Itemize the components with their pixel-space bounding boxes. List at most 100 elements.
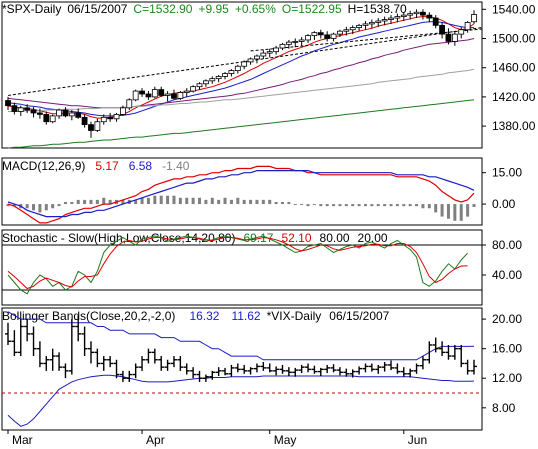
macd-histogram-bar — [402, 204, 406, 207]
candle-body — [120, 107, 126, 115]
macd-histogram-bar — [440, 204, 444, 217]
candle-body — [234, 65, 241, 72]
moving-average-line-1 — [7, 16, 475, 119]
macd-histogram-bar — [25, 204, 29, 209]
macd-histogram-bar — [472, 204, 476, 207]
price-ytick-label: 1500.00 — [492, 32, 536, 46]
macd-histogram-bar — [185, 197, 189, 205]
macd-histogram-bar — [319, 204, 323, 207]
macd-histogram-bar — [236, 197, 240, 205]
bollinger-ytick-label: 8.00 — [492, 401, 516, 415]
macd-histogram-bar — [338, 204, 342, 207]
macd-histogram-bar — [306, 204, 310, 207]
candle-body — [343, 29, 350, 32]
macd-histogram-bar — [351, 204, 355, 207]
x-axis-label: Apr — [146, 433, 165, 447]
candle-body — [56, 109, 62, 117]
macd-histogram-bar — [44, 204, 48, 211]
macd-histogram-bar — [293, 204, 297, 206]
macd-histogram-bar — [242, 199, 246, 205]
macd-histogram-bar — [395, 204, 399, 207]
macd-histogram-bar — [415, 204, 419, 207]
candle-body — [368, 22, 375, 25]
macd-histogram-bar — [140, 197, 144, 205]
candle-body — [311, 32, 318, 36]
candle-body — [126, 99, 133, 109]
candle-body — [375, 20, 382, 23]
candle-body — [426, 14, 433, 19]
price-ytick-label: 1460.00 — [492, 61, 536, 75]
candle-body — [209, 78, 216, 82]
candle-body — [94, 121, 101, 131]
candle-body — [458, 29, 465, 35]
candle-body — [171, 93, 177, 99]
candle-body — [49, 115, 56, 123]
bollinger-vix-panel: Bollinger Bands(Close,20,2,-2,0) 16.32 11.… — [1, 307, 483, 431]
candle-body — [317, 32, 324, 36]
macd-histogram-bar — [76, 199, 80, 205]
candle-body — [266, 51, 273, 54]
candle-body — [247, 58, 254, 63]
bollinger-ytick-label: 20.00 — [492, 312, 522, 326]
macd-histogram-bar — [363, 204, 367, 207]
candle-body — [260, 52, 267, 57]
trendline-2 — [250, 28, 483, 52]
candle-body — [81, 116, 88, 126]
stochastic-panel-frame — [1, 229, 483, 306]
candle-body — [254, 55, 260, 60]
candle-body — [24, 107, 31, 111]
candle-body — [381, 19, 388, 22]
macd-histogram-bar — [427, 204, 431, 209]
macd-histogram-bar — [51, 204, 55, 209]
candle-body — [330, 33, 337, 39]
candle-body — [349, 27, 356, 31]
candle-body — [241, 61, 248, 67]
moving-average-line-5 — [7, 99, 475, 149]
x-axis-label: Jun — [408, 433, 427, 447]
macd-histogram-bar — [344, 204, 348, 207]
macd-ytick-label: 0.00 — [492, 197, 516, 211]
candle-body — [400, 14, 407, 18]
macd-histogram-bar — [191, 197, 195, 205]
macd-histogram-bar — [446, 204, 450, 219]
macd-histogram-bar — [255, 199, 259, 205]
macd-histogram-bar — [166, 195, 170, 205]
candle-body — [445, 33, 452, 42]
price-panel-frame — [1, 1, 483, 149]
macd-histogram-bar — [459, 204, 463, 221]
candle-body — [132, 90, 139, 101]
candle-body — [151, 89, 158, 98]
macd-histogram-bar — [357, 204, 361, 207]
macd-histogram-bar — [453, 204, 457, 221]
price-panel: *SPX-Daily 06/15/2007 C=1532.90 +9.95 +0.65%… — [1, 1, 483, 149]
bollinger-ytick-label: 12.00 — [492, 371, 522, 385]
candle-body — [43, 114, 50, 123]
macd-histogram-bar — [280, 201, 284, 205]
x-axis-labels: Mar Apr May Jun — [7, 430, 427, 447]
candle-body — [215, 76, 222, 80]
macd-histogram-bar — [249, 199, 253, 205]
candle-body — [139, 90, 145, 95]
axis-layer: 1540.00 1500.00 1460.00 1420.00 1380.00 15.00… — [482, 2, 536, 415]
macd-histogram-bar — [32, 204, 36, 211]
candle-body — [451, 33, 458, 42]
macd-signal-line — [7, 170, 475, 218]
macd-ytick-label: 15.00 — [492, 166, 522, 180]
macd-histogram-bar — [370, 204, 374, 207]
stochastic-header: Stochastic - Slow(High,Low,Close,14,20,8… — [2, 231, 388, 245]
macd-histogram-bar — [389, 204, 393, 207]
macd-histogram-bar — [204, 199, 208, 205]
macd-histogram-bar — [108, 199, 112, 205]
candle-body — [68, 112, 75, 117]
candle-body — [324, 34, 331, 39]
candle-body — [190, 86, 197, 92]
macd-histogram-bar — [178, 197, 182, 205]
macd-histogram-bar — [146, 197, 150, 205]
macd-histogram-bar — [159, 195, 163, 205]
macd-histogram-bar — [153, 195, 157, 205]
moving-average-line-4 — [8, 68, 475, 112]
candle-body — [305, 35, 311, 41]
candle-body — [285, 41, 292, 45]
bollinger-panel-frame — [1, 307, 483, 431]
candle-body — [356, 24, 362, 28]
